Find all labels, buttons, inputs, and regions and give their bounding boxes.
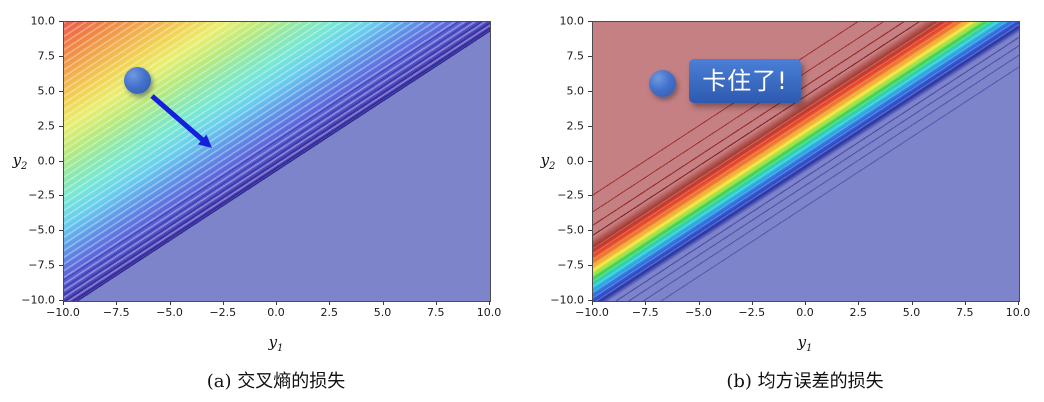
y-axis-label: y2 xyxy=(12,151,28,172)
caption-b: (b) 均方误差的损失 xyxy=(726,371,884,392)
x-tick-label: −5.0 xyxy=(156,306,183,319)
x-tick-mark xyxy=(911,301,913,305)
x-tick-mark xyxy=(116,301,118,305)
x-tick-label: 5.0 xyxy=(902,306,921,319)
x-tick-label: −10.0 xyxy=(575,306,609,319)
y-tick-mark xyxy=(59,125,63,127)
x-tick-mark xyxy=(645,301,647,305)
subplot-b-axes: 卡住了! xyxy=(592,21,1020,302)
y-tick-label: −5.0 xyxy=(557,223,584,237)
x-tick-mark xyxy=(63,301,64,305)
y-tick-label: 7.5 xyxy=(37,49,56,63)
x-tick-mark xyxy=(222,301,224,305)
y-tick-mark xyxy=(588,125,592,127)
x-tick-mark xyxy=(276,301,277,305)
y-axis-ticks: 10.0 7.5 5.0 2.5 0.0 −2.5 −5.0 −7.5 −10.0 xyxy=(0,15,63,307)
x-tick-label: −5.0 xyxy=(685,306,712,319)
x-tick-label: −10.0 xyxy=(46,306,80,319)
subplot-b: 卡住了! −10.0 −7.5 −5.0 −2.5 0.0 2.5 5.0 7.5 10.0 1… xyxy=(522,0,1044,402)
x-tick-mark xyxy=(698,301,700,305)
x-tick-label: 0.0 xyxy=(796,306,814,319)
y-tick-label: −7.5 xyxy=(28,258,55,272)
y-tick-label: 5.0 xyxy=(566,84,585,98)
y-tick-label: 10.0 xyxy=(559,14,585,28)
y-tick-label: 10.0 xyxy=(30,14,56,28)
x-tick-mark xyxy=(964,301,966,305)
x-tick-label: −7.5 xyxy=(631,306,659,319)
y-tick-label: 2.5 xyxy=(566,119,585,133)
y-tick-label: −10.0 xyxy=(21,293,55,307)
caption-a: (a) 交叉熵的损失 xyxy=(206,371,346,392)
y-tick-mark xyxy=(588,265,592,267)
x-tick-label: 5.0 xyxy=(373,306,392,319)
x-axis-ticks: −10.0 −7.5 −5.0 −2.5 0.0 2.5 5.0 7.5 10.0 xyxy=(46,301,501,321)
y-tick-mark xyxy=(59,90,63,92)
x-tick-label: −7.5 xyxy=(102,306,130,319)
y-tick-mark xyxy=(588,300,592,301)
y-axis-ticks: 10.0 7.5 5.0 2.5 0.0 −2.5 −5.0 −7.5 −10.0 xyxy=(522,15,592,307)
y-tick-mark xyxy=(588,21,592,22)
x-tick-label: −2.5 xyxy=(738,306,766,319)
y-tick-mark xyxy=(588,90,592,92)
y-tick-label: −7.5 xyxy=(557,258,584,272)
y-tick-mark xyxy=(588,195,592,197)
y-tick-label: −5.0 xyxy=(28,223,55,237)
y-tick-mark xyxy=(59,265,63,267)
x-tick-label: −2.5 xyxy=(209,306,237,319)
x-tick-mark xyxy=(805,301,806,305)
x-tick-mark xyxy=(382,301,384,305)
y-tick-label: 0.0 xyxy=(37,154,56,167)
y-tick-label: −10.0 xyxy=(550,293,584,307)
x-tick-mark xyxy=(592,301,593,305)
gradient-descent-arrow-icon xyxy=(150,94,212,148)
x-tick-mark xyxy=(435,301,437,305)
y-tick-label: −2.5 xyxy=(557,188,584,202)
x-tick-mark xyxy=(489,301,490,305)
x-tick-mark xyxy=(1018,301,1019,305)
contour-texture xyxy=(593,22,1019,301)
y-tick-mark xyxy=(59,55,63,57)
x-tick-label: 10.0 xyxy=(1005,306,1031,319)
x-tick-mark xyxy=(169,301,171,305)
x-tick-label: 7.5 xyxy=(956,306,974,319)
x-tick-mark xyxy=(329,301,331,305)
y-tick-mark xyxy=(588,55,592,57)
subplot-a-axes xyxy=(63,21,491,302)
x-tick-label: 0.0 xyxy=(267,306,285,319)
y-tick-label: 5.0 xyxy=(37,84,56,98)
x-tick-mark xyxy=(858,301,860,305)
x-axis-label: y1 xyxy=(797,333,813,354)
stuck-annotation-label: 卡住了! xyxy=(689,59,801,103)
optimization-point-marker xyxy=(124,67,151,94)
x-axis-label: y1 xyxy=(268,333,284,354)
y-tick-label: 2.5 xyxy=(37,119,56,133)
y-tick-mark xyxy=(59,21,63,22)
y-tick-label: 7.5 xyxy=(566,49,585,63)
x-axis-ticks: −10.0 −7.5 −5.0 −2.5 0.0 2.5 5.0 7.5 10.0 xyxy=(575,301,1030,321)
y-tick-mark xyxy=(59,230,63,232)
subplot-a: −10.0 −7.5 −5.0 −2.5 0.0 2.5 5.0 7.5 10.0 10.0 7.… xyxy=(0,15,502,393)
y-tick-mark xyxy=(59,160,63,162)
y-tick-mark xyxy=(59,195,63,197)
y-tick-mark xyxy=(59,300,63,301)
x-tick-label: 2.5 xyxy=(320,306,339,319)
y-tick-mark xyxy=(588,160,592,162)
y-axis-label: y2 xyxy=(540,151,556,172)
y-tick-mark xyxy=(588,230,592,232)
x-tick-mark xyxy=(751,301,753,305)
x-tick-label: 7.5 xyxy=(427,306,445,319)
x-tick-label: 2.5 xyxy=(849,306,868,319)
stuck-point-marker xyxy=(649,70,676,97)
y-tick-label: −2.5 xyxy=(28,188,55,202)
x-tick-label: 10.0 xyxy=(476,306,502,319)
y-tick-label: 0.0 xyxy=(566,154,585,167)
